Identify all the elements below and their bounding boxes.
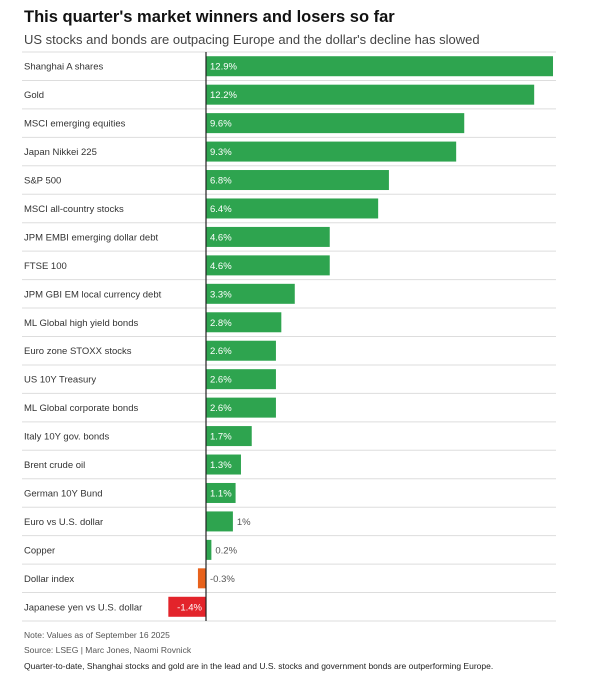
category-label: S&P 500: [24, 176, 61, 187]
category-label: MSCI emerging equities: [24, 119, 126, 130]
category-label: JPM GBI EM local currency debt: [24, 289, 162, 300]
value-label: 4.6%: [210, 261, 232, 272]
value-label: 4.6%: [210, 232, 232, 243]
category-label: US 10Y Treasury: [24, 375, 96, 386]
chart-note: Note: Values as of September 16 2025: [24, 630, 170, 640]
bar: [206, 340, 276, 361]
bar: [206, 312, 282, 333]
value-label: 9.3%: [210, 147, 232, 158]
value-label: 12.9%: [210, 62, 237, 73]
bar: [168, 596, 206, 617]
category-label: Japan Nikkei 225: [24, 147, 97, 158]
bar: [206, 283, 295, 304]
category-label: Euro vs U.S. dollar: [24, 517, 103, 528]
category-label: FTSE 100: [24, 261, 67, 272]
bar-chart: Shanghai A shares 12.9% Gold 12.2% MSCI emer…: [22, 51, 556, 622]
bar: [206, 511, 233, 532]
bar: [206, 170, 389, 191]
bar: [206, 84, 535, 105]
bar: [206, 255, 330, 276]
value-label: 1.1%: [210, 488, 232, 499]
bar: [206, 369, 276, 390]
category-label: Italy 10Y gov. bonds: [24, 432, 109, 443]
value-label: 1.3%: [210, 460, 232, 471]
value-label: 6.4%: [210, 204, 232, 215]
value-label: 9.6%: [210, 119, 232, 130]
category-label: Japanese yen vs U.S. dollar: [24, 602, 142, 613]
bar: [197, 568, 206, 589]
value-label: 2.6%: [210, 375, 232, 386]
bar: [206, 397, 276, 418]
category-label: Brent crude oil: [24, 460, 85, 471]
chart-source: Source: LSEG | Marc Jones, Naomi Rovnick: [24, 645, 192, 655]
value-label: 6.8%: [210, 176, 232, 187]
category-label: Euro zone STOXX stocks: [24, 346, 132, 357]
bar: [206, 226, 330, 247]
value-label: 2.6%: [210, 346, 232, 357]
value-label: 2.8%: [210, 318, 232, 329]
category-label: Dollar index: [24, 574, 74, 585]
value-label: 1%: [237, 517, 251, 528]
value-label: 0.2%: [215, 545, 237, 556]
category-label: JPM EMBI emerging dollar debt: [24, 232, 158, 243]
bar: [206, 113, 465, 134]
bar: [206, 482, 236, 503]
bar: [206, 539, 212, 560]
category-label: ML Global corporate bonds: [24, 403, 138, 414]
chart-title: This quarter's market winners and losers…: [24, 8, 395, 26]
bar: [206, 426, 252, 447]
category-label: German 10Y Bund: [24, 488, 103, 499]
chart-subtitle: US stocks and bonds are outpacing Europe…: [24, 32, 480, 47]
value-label: -1.4%: [177, 602, 202, 613]
value-label: 12.2%: [210, 90, 237, 101]
value-label: 3.3%: [210, 289, 232, 300]
category-label: Shanghai A shares: [24, 62, 103, 73]
category-label: Gold: [24, 90, 44, 101]
chart-caption: Quarter-to-date, Shanghai stocks and gol…: [24, 661, 494, 671]
value-label: 2.6%: [210, 403, 232, 414]
category-label: MSCI all-country stocks: [24, 204, 124, 215]
bar: [206, 141, 457, 162]
value-label: 1.7%: [210, 432, 232, 443]
bar: [206, 56, 554, 77]
category-label: Copper: [24, 545, 55, 556]
category-label: ML Global high yield bonds: [24, 318, 138, 329]
bar: [206, 454, 241, 475]
value-label: -0.3%: [210, 574, 235, 585]
bar: [206, 198, 379, 219]
